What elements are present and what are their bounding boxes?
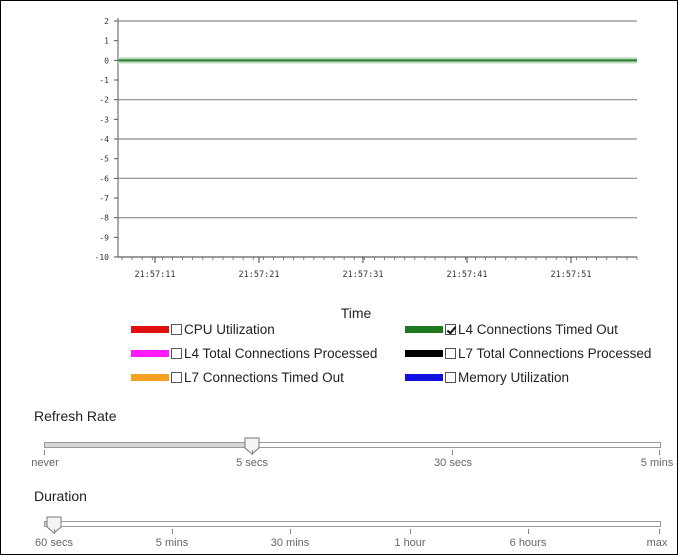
legend-checkbox[interactable] (445, 372, 456, 383)
x-tick-label: 21:57:51 (551, 270, 592, 280)
y-tick-label: -3 (99, 115, 109, 124)
refresh-rate-thumb[interactable] (244, 437, 260, 455)
x-tick-label: 21:57:41 (447, 270, 488, 280)
metrics-chart: 2 1 0 -1 -2 -3 -4 -5 -6 -7 -8 -9 -10 21:57:11 21:57:21… (95, 17, 638, 321)
tick-mark (528, 529, 529, 534)
y-tick-label: -6 (99, 174, 109, 183)
tick-mark (54, 529, 55, 534)
legend-item-cpu[interactable]: CPU Utilization (131, 321, 275, 338)
legend-swatch (405, 326, 443, 333)
legend-item-l7-timed-out[interactable]: L7 Connections Timed Out (131, 369, 344, 386)
y-tick-label: -10 (95, 253, 110, 262)
legend-checkbox[interactable] (171, 348, 182, 359)
x-axis-title: Time (341, 305, 372, 321)
tick-mark (659, 529, 660, 534)
tick-mark (410, 529, 411, 534)
legend-swatch (131, 326, 169, 333)
duration-option-1-hour[interactable]: 1 hour (394, 537, 426, 549)
x-tick-label: 21:57:21 (239, 270, 280, 280)
duration-option-6-hours[interactable]: 6 hours (509, 537, 547, 549)
y-tick-label: -8 (99, 214, 109, 223)
duration-label: Duration (34, 488, 87, 504)
legend-swatch (405, 374, 443, 381)
y-tick-label: -9 (99, 233, 109, 242)
legend-label: L7 Connections Timed Out (184, 369, 344, 385)
tick-mark (659, 450, 660, 455)
x-tick-label: 21:57:11 (135, 270, 176, 280)
tick-mark (172, 529, 173, 534)
legend-label: L7 Total Connections Processed (458, 345, 652, 361)
refresh-option-5-secs[interactable]: 5 secs (236, 457, 268, 469)
legend-swatch (405, 350, 443, 357)
x-tick-label: 21:57:31 (343, 270, 384, 280)
y-tick-label: 1 (104, 37, 109, 46)
duration-option-30-mins[interactable]: 30 mins (270, 537, 310, 549)
legend-label: Memory Utilization (458, 369, 570, 385)
legend-checkbox[interactable] (445, 324, 456, 335)
y-tick-label: 0 (104, 56, 109, 65)
legend-checkbox[interactable] (171, 324, 182, 335)
duration-track[interactable] (44, 521, 661, 527)
legend-item-l7-total[interactable]: L7 Total Connections Processed (405, 345, 651, 362)
refresh-rate-track[interactable] (44, 442, 661, 448)
y-tick-label: -1 (99, 76, 109, 85)
legend-label: CPU Utilization (184, 321, 275, 337)
duration-option-5-mins[interactable]: 5 mins (155, 537, 189, 549)
tick-mark (290, 529, 291, 534)
refresh-rate-fill (45, 443, 253, 447)
y-tick-label: -4 (99, 135, 109, 144)
legend-swatch (131, 374, 169, 381)
legend-label: L4 Connections Timed Out (458, 321, 618, 337)
legend-checkbox[interactable] (445, 348, 456, 359)
y-tick-label: -5 (99, 155, 109, 164)
duration-option-60-secs[interactable]: 60 secs (35, 537, 73, 549)
tick-mark (452, 450, 453, 455)
y-tick-label: -2 (99, 96, 109, 105)
legend-checkbox[interactable] (171, 372, 182, 383)
duration-option-max[interactable]: max (646, 537, 668, 549)
legend-label: L4 Total Connections Processed (184, 345, 378, 361)
y-tick-label: 2 (104, 17, 109, 26)
refresh-option-30-secs[interactable]: 30 secs (434, 457, 472, 469)
y-tick-label: -7 (99, 194, 109, 203)
legend-swatch (131, 350, 169, 357)
legend-item-memory[interactable]: Memory Utilization (405, 369, 569, 386)
refresh-option-never[interactable]: never (31, 457, 59, 469)
legend-item-l4-timed-out[interactable]: L4 Connections Timed Out (405, 321, 618, 338)
refresh-option-5-mins[interactable]: 5 mins (640, 457, 674, 469)
tick-mark (44, 450, 45, 455)
refresh-rate-label: Refresh Rate (34, 408, 117, 424)
legend-item-l4-total[interactable]: L4 Total Connections Processed (131, 345, 377, 362)
tick-mark (252, 450, 253, 455)
duration-thumb[interactable] (46, 516, 62, 534)
